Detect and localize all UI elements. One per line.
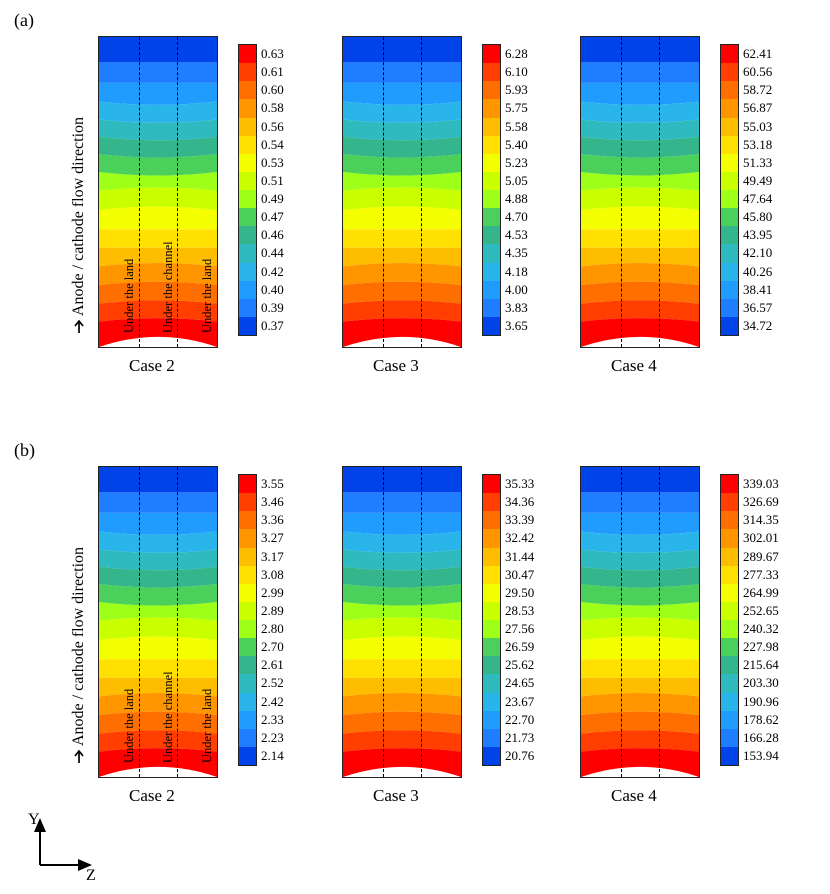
channel-divider bbox=[383, 37, 384, 347]
colorbar-a-0 bbox=[238, 44, 257, 336]
colorbar-a-1 bbox=[482, 44, 501, 336]
channel-divider bbox=[659, 467, 660, 777]
channel-divider bbox=[383, 467, 384, 777]
case-label: Case 4 bbox=[611, 356, 657, 376]
case-label: Case 3 bbox=[373, 356, 419, 376]
row-label-a: (a) bbox=[14, 10, 34, 31]
svg-text:Z: Z bbox=[86, 867, 96, 884]
under-label: Under the channel bbox=[161, 671, 176, 763]
channel-divider bbox=[659, 37, 660, 347]
channel-divider bbox=[621, 37, 622, 347]
under-label: Under the land bbox=[200, 689, 215, 763]
channel-divider bbox=[421, 467, 422, 777]
case-label: Case 2 bbox=[129, 356, 175, 376]
y-axis-caption-b: Anode / cathode flow direction bbox=[70, 547, 88, 764]
svg-text:Y: Y bbox=[28, 811, 40, 828]
case-label: Case 4 bbox=[611, 786, 657, 806]
under-label: Under the land bbox=[122, 259, 137, 333]
contour-b-case4 bbox=[580, 466, 700, 778]
under-label: Under the land bbox=[200, 259, 215, 333]
yz-axes-icon: Y Z bbox=[20, 810, 100, 885]
colorbar-a-2 bbox=[720, 44, 739, 336]
row-label-b: (b) bbox=[14, 440, 35, 461]
channel-divider bbox=[139, 37, 140, 347]
channel-divider bbox=[139, 467, 140, 777]
colorbar-b-1 bbox=[482, 474, 501, 766]
contour-b-case2: Under the land Under the channel Under the… bbox=[98, 466, 218, 778]
contour-a-case3 bbox=[342, 36, 462, 348]
channel-divider bbox=[421, 37, 422, 347]
channel-divider bbox=[621, 467, 622, 777]
contour-b-case3 bbox=[342, 466, 462, 778]
under-label: Under the channel bbox=[161, 241, 176, 333]
channel-divider bbox=[177, 37, 178, 347]
case-label: Case 2 bbox=[129, 786, 175, 806]
case-label: Case 3 bbox=[373, 786, 419, 806]
channel-divider bbox=[177, 467, 178, 777]
contour-a-case4 bbox=[580, 36, 700, 348]
colorbar-b-2 bbox=[720, 474, 739, 766]
y-axis-caption-a: Anode / cathode flow direction bbox=[70, 117, 88, 334]
under-label: Under the land bbox=[122, 689, 137, 763]
contour-a-case2: Under the land Under the channel Under the… bbox=[98, 36, 218, 348]
colorbar-b-0 bbox=[238, 474, 257, 766]
